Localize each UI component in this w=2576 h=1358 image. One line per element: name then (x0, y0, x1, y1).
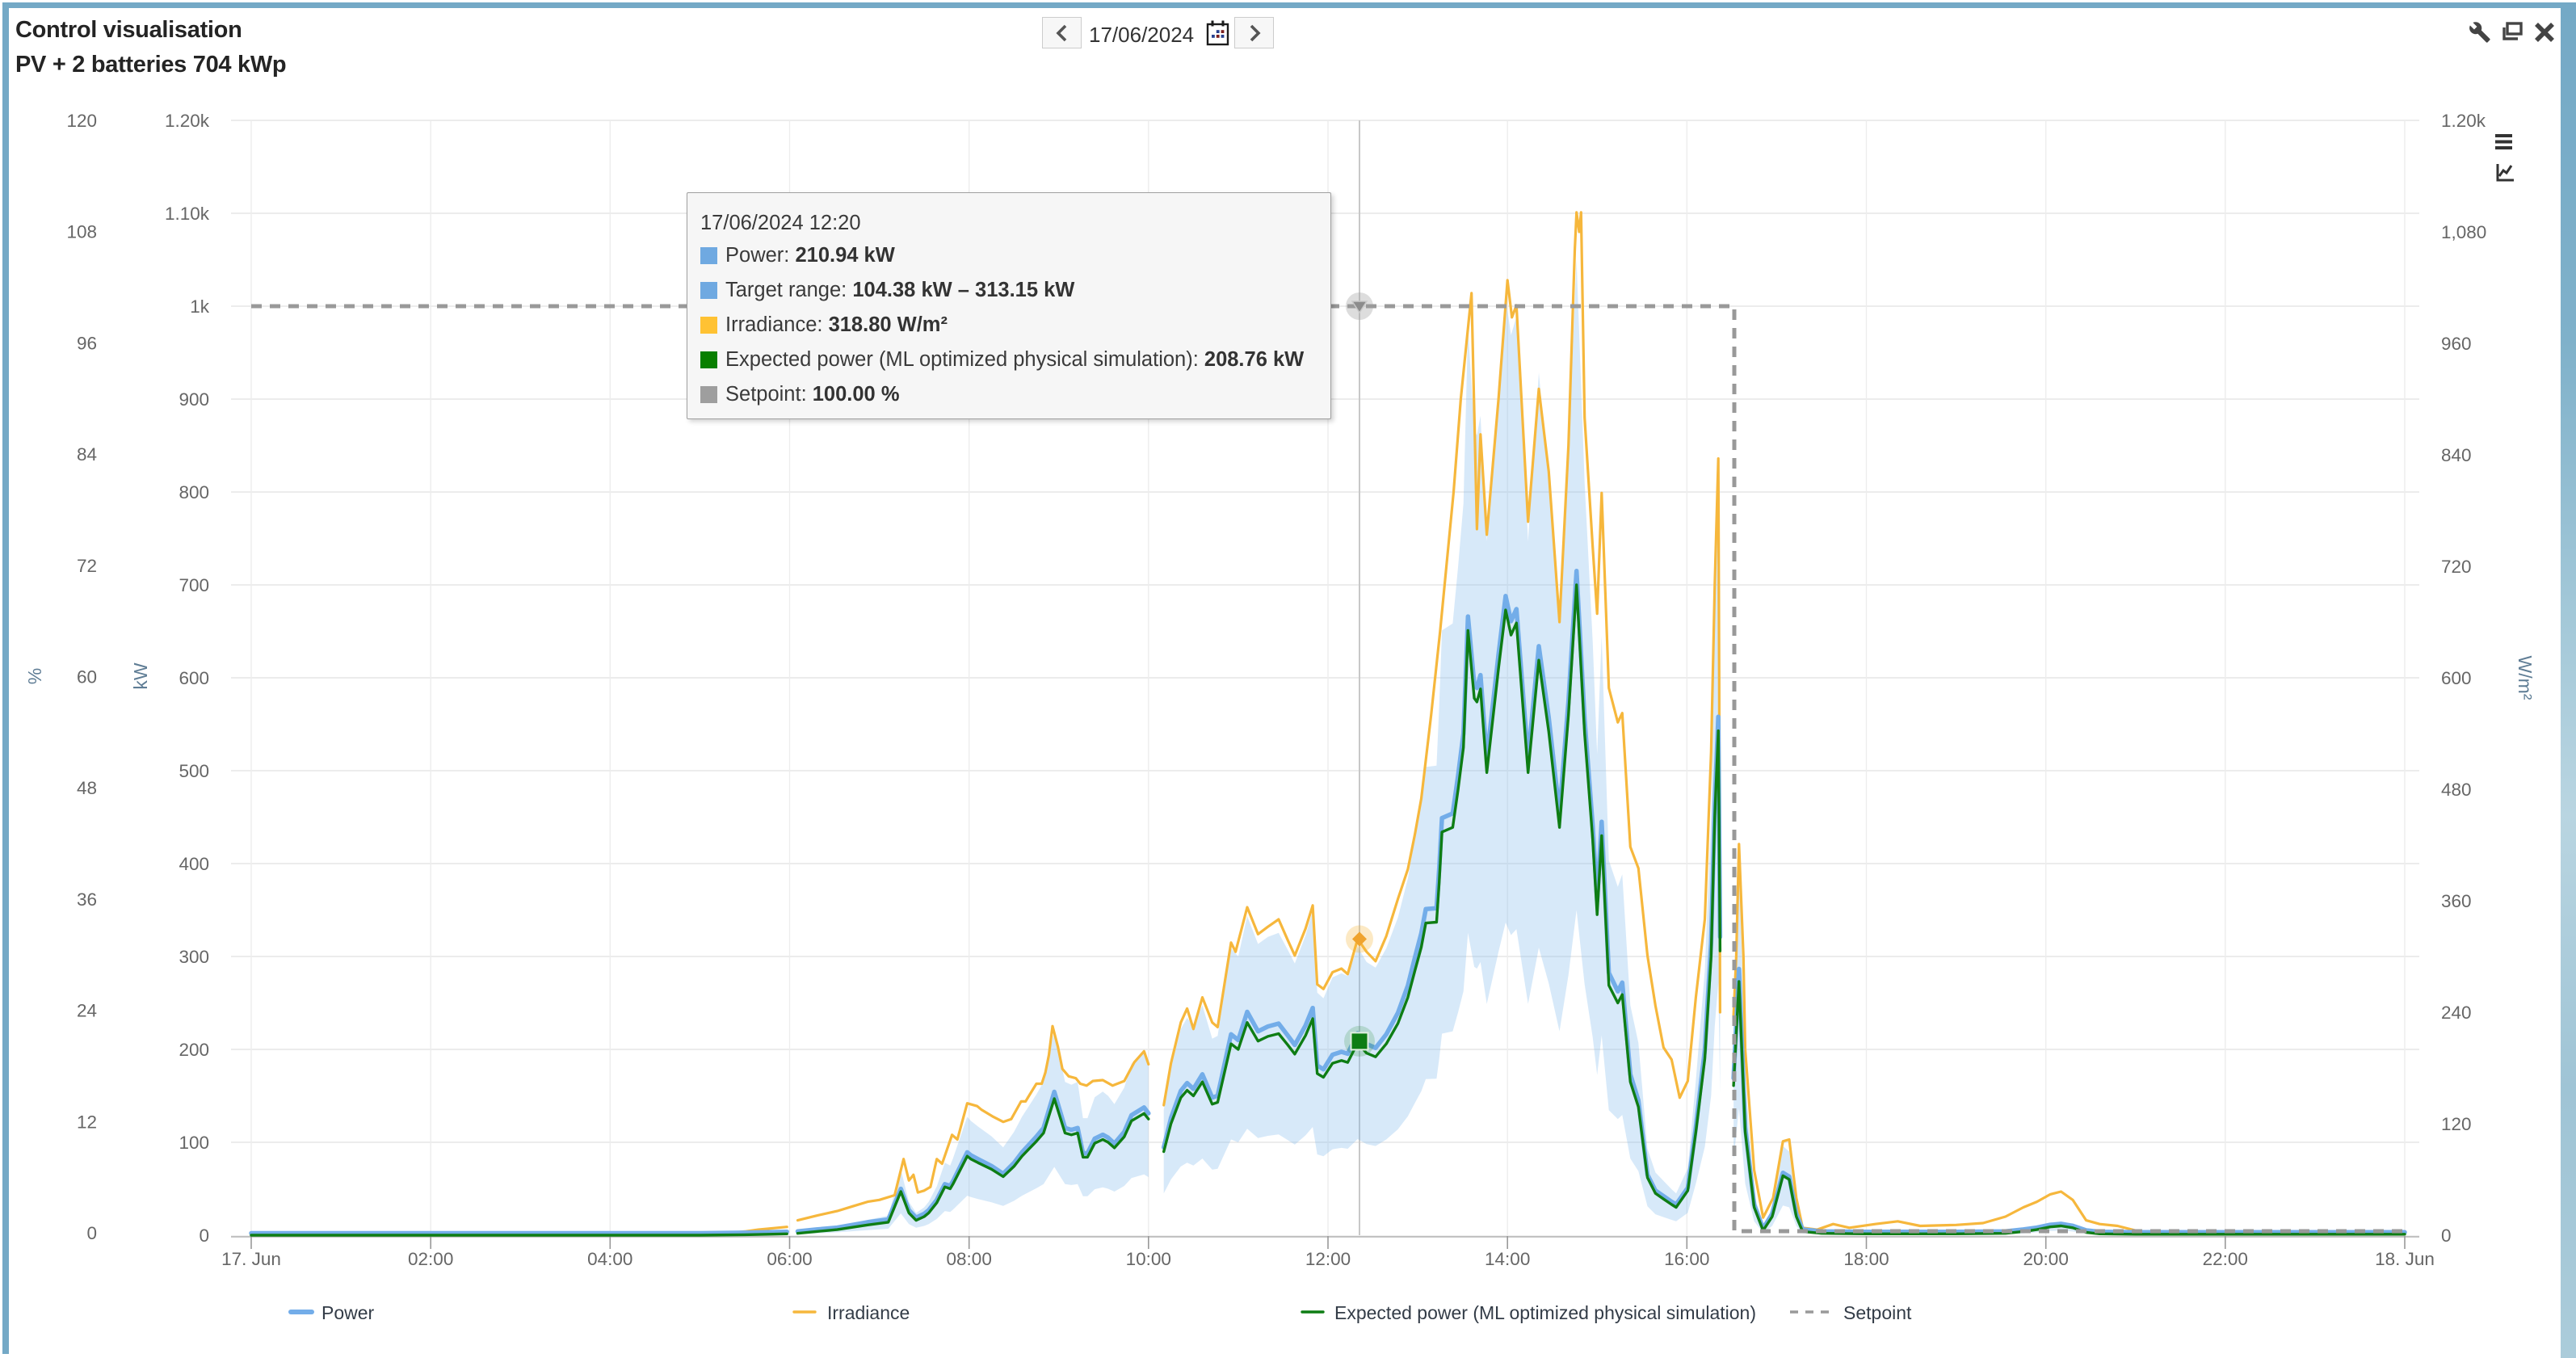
svg-text:1.20k: 1.20k (165, 111, 210, 131)
svg-text:360: 360 (2441, 891, 2472, 911)
svg-text:84: 84 (77, 444, 97, 465)
svg-text:20:00: 20:00 (2023, 1249, 2069, 1269)
svg-text:1.10k: 1.10k (165, 204, 210, 224)
svg-text:96: 96 (77, 333, 97, 353)
svg-text:Expected power (ML optimized p: Expected power (ML optimized physical si… (1334, 1302, 1756, 1323)
svg-text:1k: 1k (190, 296, 210, 317)
svg-text:04:00: 04:00 (587, 1249, 632, 1269)
svg-text:06:00: 06:00 (767, 1249, 812, 1269)
svg-text:24: 24 (77, 1001, 97, 1021)
svg-text:800: 800 (179, 482, 209, 502)
svg-text:kW: kW (130, 662, 151, 690)
svg-text:108: 108 (66, 222, 97, 242)
svg-text:16:00: 16:00 (1664, 1249, 1709, 1269)
svg-text:48: 48 (77, 778, 97, 798)
svg-text:Irradiance: Irradiance (827, 1302, 910, 1323)
svg-text:720: 720 (2441, 557, 2472, 577)
svg-text:10:00: 10:00 (1126, 1249, 1171, 1269)
svg-text:22:00: 22:00 (2203, 1249, 2248, 1269)
svg-text:12:00: 12:00 (1305, 1249, 1351, 1269)
svg-text:900: 900 (179, 389, 209, 410)
svg-text:72: 72 (77, 556, 97, 576)
svg-text:18. Jun: 18. Jun (2375, 1249, 2435, 1269)
svg-text:500: 500 (179, 761, 209, 781)
svg-text:0: 0 (199, 1226, 209, 1246)
svg-text:14:00: 14:00 (1485, 1249, 1530, 1269)
svg-text:120: 120 (2441, 1114, 2472, 1134)
svg-text:17. Jun: 17. Jun (221, 1249, 281, 1269)
svg-text:Power: Power (321, 1302, 375, 1323)
svg-text:12: 12 (77, 1112, 97, 1132)
svg-text:60: 60 (77, 667, 97, 687)
svg-text:300: 300 (179, 947, 209, 967)
svg-text:400: 400 (179, 854, 209, 874)
svg-text:1.20k: 1.20k (2441, 111, 2486, 131)
svg-text:02:00: 02:00 (408, 1249, 453, 1269)
svg-text:W/m²: W/m² (2515, 656, 2536, 700)
svg-text:100: 100 (179, 1133, 209, 1153)
svg-text:1,080: 1,080 (2441, 222, 2486, 242)
svg-text:480: 480 (2441, 780, 2472, 800)
svg-text:0: 0 (2441, 1226, 2452, 1246)
svg-text:0: 0 (86, 1223, 97, 1243)
svg-text:36: 36 (77, 889, 97, 910)
svg-text:840: 840 (2441, 445, 2472, 465)
svg-text:200: 200 (179, 1040, 209, 1060)
svg-text:08:00: 08:00 (947, 1249, 992, 1269)
svg-text:18:00: 18:00 (1843, 1249, 1889, 1269)
svg-text:120: 120 (66, 111, 97, 131)
svg-text:700: 700 (179, 575, 209, 595)
svg-text:600: 600 (179, 668, 209, 688)
svg-text:960: 960 (2441, 334, 2472, 354)
svg-text:%: % (24, 668, 45, 684)
svg-text:600: 600 (2441, 668, 2472, 688)
svg-text:Setpoint: Setpoint (1843, 1302, 1912, 1323)
svg-text:240: 240 (2441, 1003, 2472, 1023)
